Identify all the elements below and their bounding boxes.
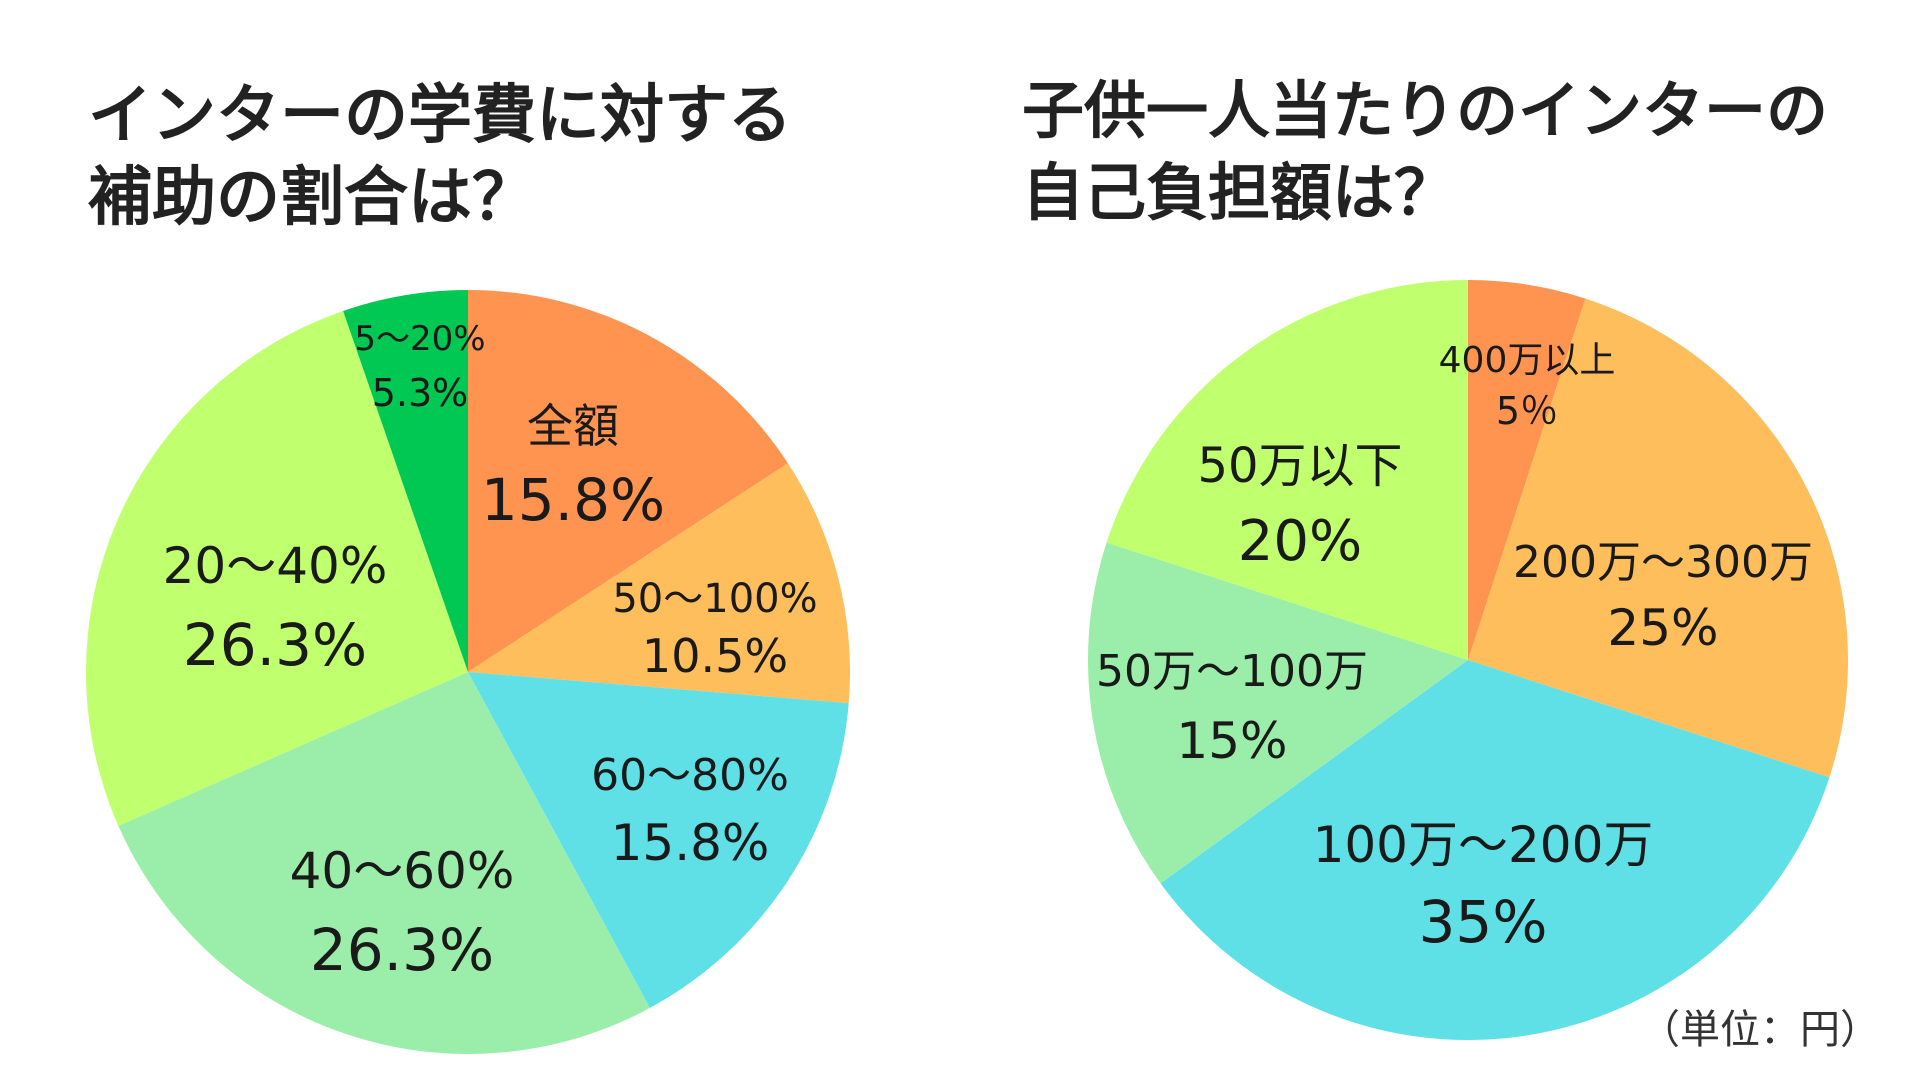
pie-slice <box>1106 280 1468 660</box>
chart-title-line: インターの学費に対する <box>88 79 792 153</box>
pie-slice <box>118 672 650 1054</box>
pie-slice <box>1468 298 1848 778</box>
chart-title-self-payment: 子供一人当たりのインターの 自己負担額は？ <box>1022 70 1828 234</box>
slice-value-label: 20% <box>1238 509 1362 574</box>
slice-value-label: 15.8% <box>481 466 665 534</box>
pie-slice <box>468 463 851 704</box>
slice-value-label: 15% <box>1176 712 1287 770</box>
slice-category-label: 200万〜300万 <box>1513 537 1813 588</box>
slice-category-label: 40〜60% <box>290 842 515 900</box>
pie-slice <box>343 290 468 672</box>
chart-title-line: 子供一人当たりのインターの <box>1022 74 1829 147</box>
slice-category-label: 60〜80% <box>591 750 789 801</box>
slice-category-label: 100万〜200万 <box>1313 816 1654 874</box>
pie-slice <box>86 310 469 826</box>
chart-title-line: 自己負担額は？ <box>1022 156 1457 229</box>
slice-value-label: 15.8% <box>611 814 770 872</box>
slice-category-label: 400万以上 <box>1439 340 1616 381</box>
unit-note: （単位：円） <box>1640 1007 1880 1053</box>
pie-slice <box>468 672 849 1008</box>
slice-value-label: 25% <box>1607 599 1718 657</box>
pie-slice <box>468 290 788 672</box>
slice-value-label: 35% <box>1419 888 1548 956</box>
pie-slice <box>1160 660 1830 1041</box>
slice-category-label: 50万以下 <box>1197 438 1402 494</box>
slice-category-label: 50〜100% <box>612 576 817 622</box>
pie-slice <box>1468 280 1586 660</box>
slice-category-label: 全額 <box>527 399 619 453</box>
chart-title-line: 補助の割合は？ <box>88 161 536 235</box>
slice-value-label: 5％ <box>1496 389 1558 433</box>
slice-value-label: 26.3% <box>183 611 367 679</box>
slice-category-label: 50万〜100万 <box>1096 646 1368 697</box>
slice-category-label: 20〜40% <box>163 537 388 595</box>
slice-value-label: 26.3% <box>310 916 494 984</box>
pie-chart-subsidy-ratio: 全額 15.8% 50〜100% 10.5% 60〜80% 15.8% 40〜60% 26.3… <box>86 290 851 1054</box>
slice-value-label: 10.5% <box>642 629 788 683</box>
chart-title-subsidy-ratio: インターの学費に対する 補助の割合は？ <box>88 75 792 239</box>
slice-value-label: 5.3% <box>372 371 469 415</box>
slice-category-label: 5〜20% <box>354 319 485 359</box>
pie-chart-self-payment: 400万以上 5％ 200万〜300万 25% 100万〜200万 35% 50万〜100万… <box>1087 280 1848 1041</box>
pie-slice <box>1087 542 1468 884</box>
